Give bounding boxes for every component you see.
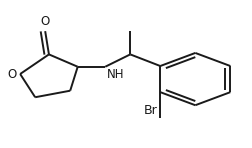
Text: Br: Br [143,104,157,117]
Text: NH: NH [106,68,123,81]
Text: O: O [7,67,16,81]
Text: O: O [40,15,50,28]
